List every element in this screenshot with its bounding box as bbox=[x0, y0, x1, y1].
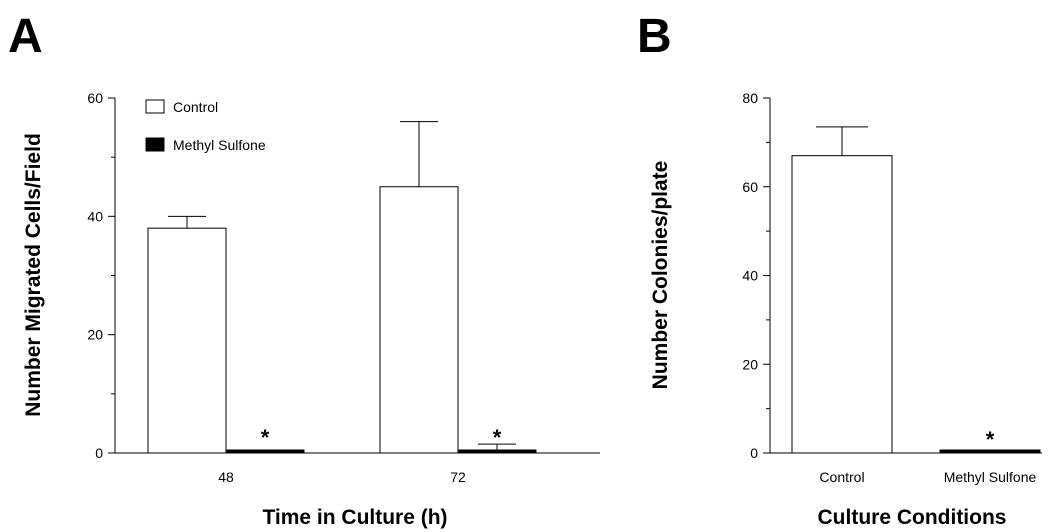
a-x-axis-title: Time in Culture (h) bbox=[262, 506, 447, 529]
a-bar bbox=[147, 227, 227, 454]
a-bar bbox=[379, 186, 459, 454]
b-bar bbox=[791, 155, 893, 454]
b-significance-marker: * bbox=[986, 427, 995, 452]
panel-b-letter: B bbox=[637, 10, 672, 63]
b-x-axis-title: Culture Conditions bbox=[818, 506, 1007, 529]
b-y-ticks: 0 20 40 60 80 bbox=[742, 90, 770, 461]
a-x-tick-label: 48 bbox=[218, 469, 234, 485]
a-x-tick-labels: 48 72 bbox=[218, 469, 466, 485]
b-y-tick-label: 40 bbox=[742, 268, 758, 284]
a-legend: Control Methyl Sulfone bbox=[145, 99, 266, 153]
b-bar bbox=[939, 449, 1041, 454]
a-y-tick-label: 60 bbox=[87, 90, 103, 106]
a-legend-label: Control bbox=[173, 99, 218, 115]
a-y-axis-title: Number Migrated Cells/Field bbox=[22, 133, 45, 417]
b-y-tick-label: 80 bbox=[742, 90, 758, 106]
b-x-tick-label: Methyl Sulfone bbox=[944, 469, 1037, 485]
a-y-tick-label: 20 bbox=[87, 327, 103, 343]
a-y-tick-label: 0 bbox=[95, 445, 103, 461]
a-legend-swatch bbox=[145, 137, 165, 152]
b-y-tick-label: 60 bbox=[742, 179, 758, 195]
b-x-tick-label: Control bbox=[819, 469, 864, 485]
a-y-tick-label: 40 bbox=[87, 208, 103, 224]
a-significance-marker: * bbox=[261, 425, 270, 450]
b-bars: * bbox=[791, 126, 1041, 454]
a-significance-marker: * bbox=[493, 425, 502, 450]
chart-b: 0 20 40 60 80 * Control Methyl Sulfone Cultur… bbox=[649, 90, 1042, 529]
panel-a-letter: A bbox=[8, 10, 43, 63]
a-bars: * * bbox=[147, 121, 537, 454]
b-x-tick-labels: Control Methyl Sulfone bbox=[819, 469, 1036, 485]
b-y-tick-label: 20 bbox=[742, 356, 758, 372]
a-legend-swatch bbox=[145, 99, 165, 114]
b-y-tick-label: 0 bbox=[750, 445, 758, 461]
a-bar bbox=[225, 449, 305, 454]
a-bar bbox=[457, 449, 537, 454]
a-y-ticks: 0 20 40 60 bbox=[87, 90, 115, 461]
a-x-tick-label: 72 bbox=[450, 469, 466, 485]
a-legend-label: Methyl Sulfone bbox=[173, 137, 266, 153]
b-y-axis-title: Number Colonies/plate bbox=[649, 161, 672, 390]
